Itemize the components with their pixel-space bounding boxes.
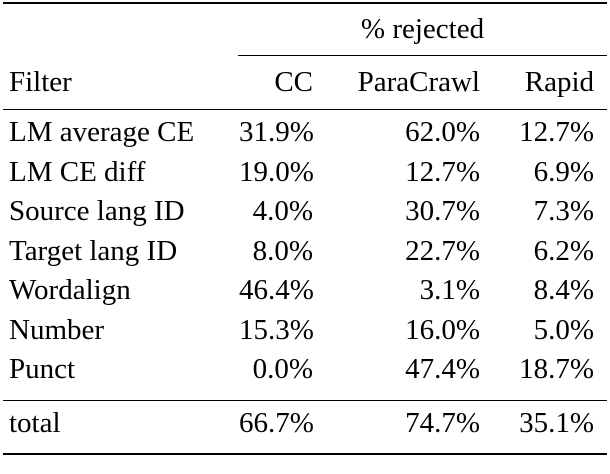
- column-header-row: Filter CC ParaCrawl Rapid: [3, 55, 608, 110]
- value-cell-paracrawl: 62.0%: [405, 116, 480, 148]
- value-cell-cc: 19.0%: [239, 155, 314, 188]
- value-cell-cc: 0.0%: [252, 353, 313, 385]
- column-header-filter: Filter: [3, 55, 238, 110]
- total-value-cell-rapid: 35.1%: [488, 399, 608, 454]
- filter-cell: Punct: [9, 353, 76, 385]
- value-cell-rapid: 8.4%: [533, 274, 595, 306]
- column-header-rapid: Rapid: [488, 55, 608, 110]
- table-row: Number 15.3% 16.0% 5.0%: [3, 311, 607, 351]
- value-cell-paracrawl: 22.7%: [405, 234, 480, 267]
- value-cell-paracrawl: 30.7%: [405, 195, 480, 227]
- value-cell-rapid: 18.7%: [519, 353, 595, 385]
- value-cell-paracrawl: 3.1%: [419, 274, 480, 306]
- total-value-cell-cc: 66.7%: [238, 399, 321, 454]
- value-cell-rapid: 7.3%: [533, 195, 595, 227]
- value-cell-paracrawl: 16.0%: [405, 313, 480, 346]
- value-cell-paracrawl: 47.4%: [405, 353, 480, 385]
- filter-cell: Source lang ID: [9, 195, 185, 227]
- total-value-cell-paracrawl: 74.7%: [321, 399, 488, 454]
- table-row: LM average CE 31.9% 62.0% 12.7%: [3, 110, 607, 153]
- table-row: Source lang ID 4.0% 30.7% 7.3%: [3, 192, 607, 232]
- value-cell-cc: 8.0%: [252, 234, 313, 267]
- value-cell-rapid: 12.7%: [519, 116, 595, 148]
- value-cell-rapid: 6.9%: [533, 155, 595, 188]
- rejection-rate-table: % rejected Filter CC ParaCrawl Rapid LM …: [3, 2, 608, 455]
- table-row: LM CE diff 19.0% 12.7% 6.9%: [3, 153, 607, 193]
- value-cell-rapid: 6.2%: [533, 234, 595, 267]
- filter-cell: Number: [9, 313, 105, 346]
- column-header-cc: CC: [238, 55, 321, 110]
- empty-corner-cell: [3, 3, 238, 56]
- value-cell-cc: 31.9%: [239, 116, 314, 148]
- total-row: total 66.7% 74.7% 35.1%: [3, 399, 608, 454]
- filter-cell: LM average CE: [9, 116, 195, 148]
- table-body: LM average CE 31.9% 62.0% 12.7% LM CE di…: [3, 110, 607, 401]
- value-cell-cc: 15.3%: [239, 313, 314, 346]
- filter-cell: Target lang ID: [9, 234, 178, 267]
- table-row: Target lang ID 8.0% 22.7% 6.2%: [3, 232, 607, 272]
- value-cell-paracrawl: 12.7%: [405, 155, 480, 188]
- value-cell-cc: 4.0%: [252, 195, 313, 227]
- value-cell-rapid: 5.0%: [533, 313, 595, 346]
- total-label-cell: total: [3, 399, 238, 454]
- group-header-row: % rejected: [3, 3, 608, 56]
- group-header-percent-rejected: % rejected: [238, 3, 608, 56]
- table-row: Punct 0.0% 47.4% 18.7%: [3, 350, 607, 400]
- table-row: Wordalign 46.4% 3.1% 8.4%: [3, 271, 607, 311]
- filter-cell: LM CE diff: [9, 155, 146, 188]
- column-header-paracrawl: ParaCrawl: [321, 55, 488, 110]
- value-cell-cc: 46.4%: [239, 274, 314, 306]
- filter-cell: Wordalign: [9, 274, 131, 306]
